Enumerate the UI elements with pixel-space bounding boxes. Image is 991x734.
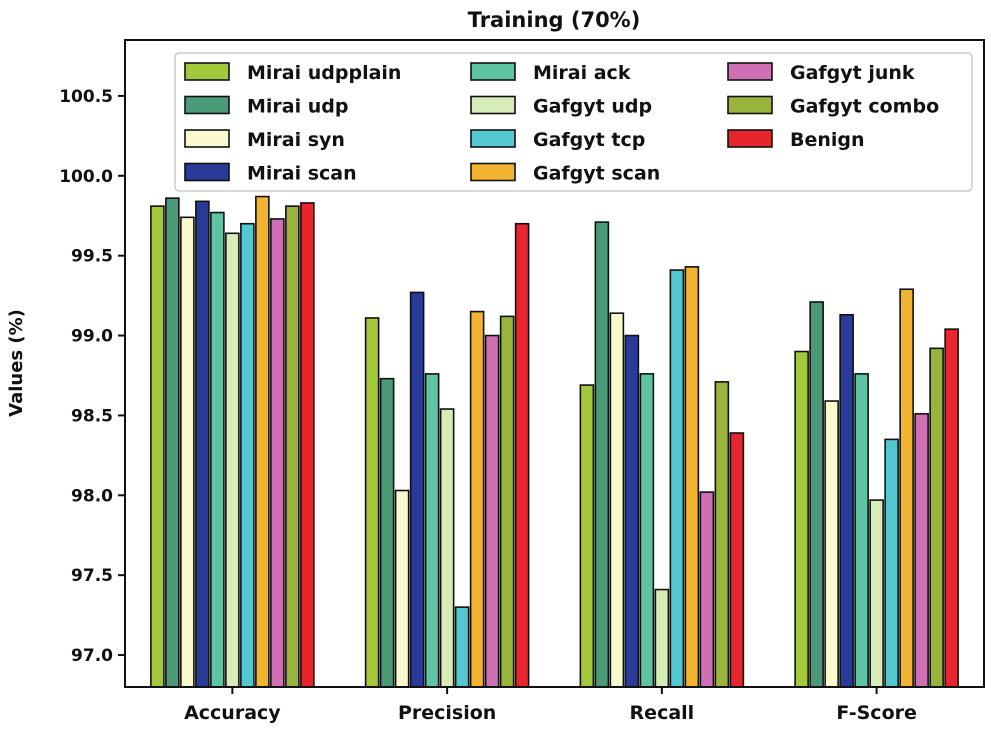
bar-mirai-udpplain-recall <box>579 384 595 688</box>
bar-mirai-ack-precision <box>424 373 440 688</box>
legend: Mirai udpplain Mirai udp Mirai syn Mirai sc… <box>174 52 973 192</box>
bar-gafgyt-tcp-precision <box>454 606 470 688</box>
legend-entry-gafgyt-combo: Gafgyt combo <box>727 95 939 118</box>
legend-label-gafgyt-combo: Gafgyt combo <box>790 96 939 118</box>
legend-entry-mirai-syn: Mirai syn <box>184 129 345 151</box>
legend-swatch-benign <box>727 129 773 148</box>
y-tick-label-0: 97.0 <box>71 646 113 666</box>
legend-entry-gafgyt-junk: Gafgyt junk <box>727 62 915 84</box>
legend-entry-benign: Benign <box>727 129 865 151</box>
legend-swatch-gafgyt-junk <box>727 62 773 81</box>
y-tick-label-2: 98.0 <box>71 486 113 506</box>
plot-frame <box>124 39 985 688</box>
legend-label-mirai-udp: Mirai udp <box>247 96 348 118</box>
y-tick-label-7: 100.5 <box>59 87 113 107</box>
y-axis: 97.0 97.5 98.0 98.5 99.0 99.5 100.0 100.5 <box>59 87 125 666</box>
bar-benign-accuracy <box>300 202 315 688</box>
legend-label-gafgyt-scan: Gafgyt scan <box>533 163 660 185</box>
y-tick-label-4: 99.0 <box>71 327 113 347</box>
bar-mirai-ack-f-score <box>854 373 869 688</box>
bar-gafgyt-junk-f-score <box>914 413 929 688</box>
bar-mirai-scan-recall <box>624 334 640 688</box>
bar-gafgyt-scan-precision <box>469 310 485 688</box>
x-axis: Accuracy Precision Recall F-Score <box>184 687 917 724</box>
legend-swatch-gafgyt-tcp <box>470 129 516 148</box>
x-tick-label-f-score: F-Score <box>836 702 917 724</box>
legend-entry-gafgyt-tcp: Gafgyt tcp <box>470 129 645 151</box>
bar-gafgyt-junk-accuracy <box>270 218 285 688</box>
bar-mirai-udpplain-accuracy <box>150 205 165 688</box>
y-axis-label: Values (%) <box>6 309 27 417</box>
x-tick-label-accuracy: Accuracy <box>184 702 281 724</box>
legend-swatch-mirai-ack <box>470 62 516 81</box>
bar-mirai-syn-recall <box>609 312 625 688</box>
x-tick-label-recall: Recall <box>630 702 695 724</box>
bar-mirai-udp-f-score <box>809 301 824 688</box>
legend-entry-mirai-udpplain: Mirai udpplain <box>184 62 401 84</box>
bars-group <box>150 195 959 688</box>
legend-swatch-gafgyt-scan <box>470 162 516 182</box>
legend-label-gafgyt-tcp: Gafgyt tcp <box>533 129 645 151</box>
x-tick-label-precision: Precision <box>398 702 496 724</box>
bar-gafgyt-scan-recall <box>684 266 700 688</box>
bar-mirai-udp-accuracy <box>165 197 180 688</box>
legend-entry-gafgyt-udp: Gafgyt udp <box>470 95 652 118</box>
bar-mirai-syn-accuracy <box>180 216 195 688</box>
legend-entry-mirai-udp: Mirai udp <box>184 95 348 118</box>
legend-entry-mirai-ack: Mirai ack <box>470 62 631 84</box>
bar-mirai-scan-precision <box>409 291 425 688</box>
bar-mirai-scan-f-score <box>839 313 854 688</box>
bar-gafgyt-junk-precision <box>484 334 500 688</box>
legend-label-mirai-ack: Mirai ack <box>533 62 631 84</box>
legend-swatch-mirai-syn <box>184 129 230 148</box>
legend-entry-mirai-scan: Mirai scan <box>184 162 357 185</box>
legend-label-gafgyt-junk: Gafgyt junk <box>790 62 915 84</box>
bar-gafgyt-udp-precision <box>439 408 455 688</box>
y-tick-label-6: 100.0 <box>59 167 113 187</box>
bar-mirai-syn-precision <box>394 489 410 688</box>
bar-gafgyt-combo-recall <box>714 381 730 688</box>
chart-title: Training (70%) <box>468 8 641 32</box>
bar-mirai-udp-precision <box>379 377 395 688</box>
legend-entry-gafgyt-scan: Gafgyt scan <box>470 162 660 185</box>
bar-gafgyt-combo-precision <box>499 315 515 688</box>
bar-mirai-udp-recall <box>594 221 610 688</box>
bar-gafgyt-udp-accuracy <box>225 232 240 688</box>
bar-mirai-ack-recall <box>639 373 655 688</box>
y-tick-label-1: 97.5 <box>71 566 113 586</box>
legend-label-mirai-syn: Mirai syn <box>247 129 345 151</box>
bar-mirai-udpplain-precision <box>364 317 380 688</box>
bar-gafgyt-scan-accuracy <box>255 195 270 688</box>
bar-mirai-udpplain-f-score <box>794 350 809 688</box>
legend-swatch-gafgyt-combo <box>727 95 773 115</box>
legend-label-mirai-scan: Mirai scan <box>247 163 357 185</box>
y-tick-label-3: 98.5 <box>71 406 113 426</box>
bar-mirai-syn-f-score <box>824 400 839 688</box>
bar-gafgyt-udp-f-score <box>869 499 884 688</box>
bar-benign-f-score <box>944 328 959 688</box>
bar-gafgyt-tcp-recall <box>669 269 685 688</box>
legend-label-benign: Benign <box>790 129 865 151</box>
y-tick-label-5: 99.5 <box>71 247 113 267</box>
bar-gafgyt-tcp-f-score <box>884 438 899 688</box>
legend-label-mirai-udpplain: Mirai udpplain <box>247 62 401 84</box>
bar-mirai-ack-accuracy <box>210 211 225 688</box>
bar-gafgyt-combo-f-score <box>929 347 944 688</box>
bar-gafgyt-tcp-accuracy <box>240 222 255 688</box>
bar-benign-recall <box>729 432 745 688</box>
bar-mirai-scan-accuracy <box>195 200 210 688</box>
bar-gafgyt-udp-recall <box>654 588 670 688</box>
bar-benign-precision <box>514 222 530 688</box>
legend-label-gafgyt-udp: Gafgyt udp <box>533 96 652 118</box>
legend-swatch-mirai-udp <box>184 95 230 115</box>
bar-gafgyt-combo-accuracy <box>285 205 300 688</box>
legend-swatch-gafgyt-udp <box>470 95 516 115</box>
bar-gafgyt-scan-f-score <box>899 288 914 688</box>
legend-box <box>174 52 973 192</box>
legend-swatch-mirai-udpplain <box>184 62 230 81</box>
legend-swatch-mirai-scan <box>184 162 230 182</box>
bar-gafgyt-junk-recall <box>699 491 715 688</box>
